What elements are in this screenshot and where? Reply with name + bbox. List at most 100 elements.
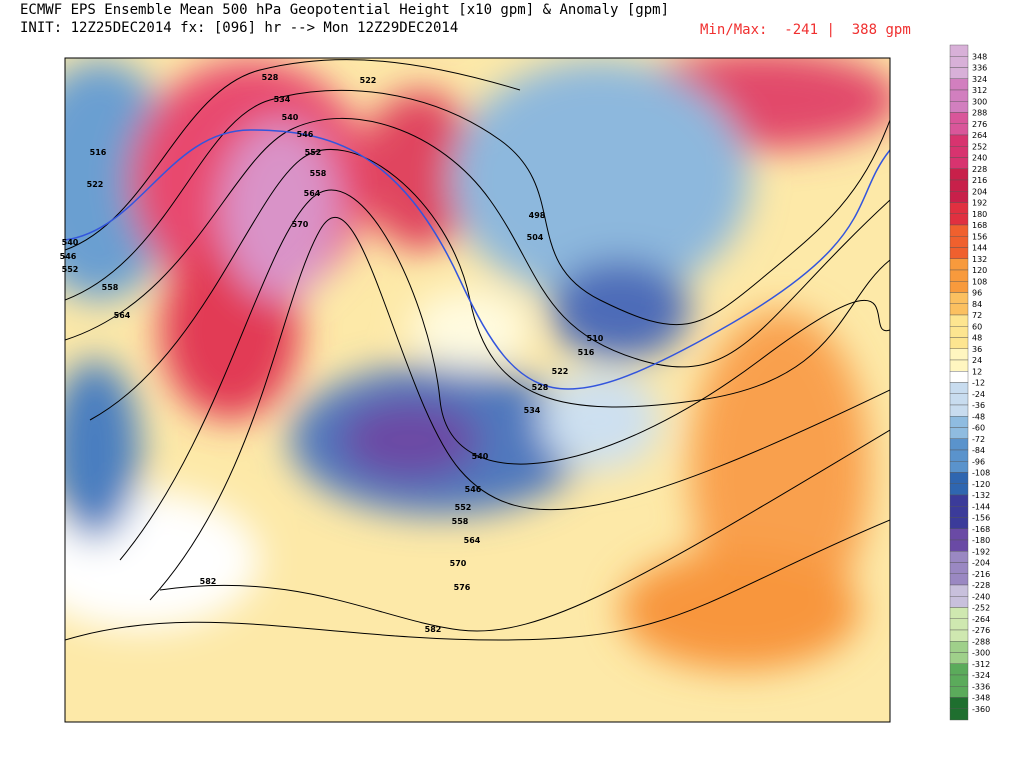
contour-label: 516 — [578, 348, 595, 357]
colorbar-box — [949, 202, 969, 214]
colorbar-label: 168 — [972, 221, 987, 230]
colorbar-box — [949, 427, 969, 439]
colorbar-label: 36 — [972, 345, 982, 354]
colorbar-box — [949, 686, 969, 698]
colorbar-label: 108 — [972, 277, 987, 286]
contour-label: 546 — [465, 485, 482, 494]
contour-label: 558 — [452, 517, 469, 526]
colorbar-label: -348 — [972, 694, 990, 703]
colorbar-box — [949, 348, 969, 361]
colorbar-box — [949, 652, 969, 664]
contour-label: 582 — [425, 625, 442, 634]
contour-label: 564 — [464, 536, 481, 545]
colorbar-label: 120 — [972, 266, 987, 275]
map — [65, 58, 890, 722]
colorbar-label: 348 — [972, 52, 987, 61]
contour-label: 552 — [305, 148, 322, 157]
colorbar-label: 24 — [972, 356, 982, 365]
colorbar-label: 276 — [972, 120, 987, 129]
colorbar-box — [949, 67, 969, 79]
contour-label: 540 — [472, 452, 489, 461]
contour-label: 546 — [297, 130, 314, 139]
colorbar-box — [949, 506, 969, 518]
colorbar-label: 144 — [972, 244, 987, 253]
colorbar-box — [949, 157, 969, 169]
colorbar-label: -168 — [972, 525, 990, 534]
colorbar-box — [949, 562, 969, 574]
colorbar-box — [949, 179, 969, 192]
colorbar-label: -240 — [972, 592, 990, 601]
colorbar-box — [949, 494, 969, 507]
colorbar-label: 96 — [972, 289, 982, 298]
colorbar-label: -96 — [972, 457, 985, 466]
colorbar-label: -252 — [972, 604, 990, 613]
colorbar-box — [949, 281, 969, 293]
contour-label: 540 — [62, 238, 79, 247]
colorbar-box — [949, 292, 969, 304]
map-frame — [64, 57, 891, 723]
colorbar-label: -24 — [972, 390, 985, 399]
contour-label: 540 — [282, 113, 299, 122]
colorbar-label: -192 — [972, 547, 990, 556]
colorbar-box — [949, 269, 969, 282]
colorbar-box — [949, 629, 969, 642]
colorbar-box — [949, 236, 969, 248]
colorbar-label: -288 — [972, 637, 990, 646]
colorbar-label: -300 — [972, 649, 990, 658]
title: ECMWF EPS Ensemble Mean 500 hPa Geopoten… — [20, 2, 670, 18]
colorbar-label: 12 — [972, 367, 982, 376]
colorbar-label: -36 — [972, 401, 985, 410]
colorbar-label: -264 — [972, 615, 990, 624]
colorbar-box — [949, 438, 969, 451]
contour-label: 558 — [102, 283, 119, 292]
colorbar-label: -324 — [972, 671, 990, 680]
colorbar-label: 180 — [972, 210, 987, 219]
contour-label: 522 — [552, 367, 569, 376]
contour-label: 528 — [532, 383, 549, 392]
colorbar-box — [949, 247, 969, 259]
colorbar-box — [949, 78, 969, 91]
colorbar-box — [949, 359, 969, 372]
colorbar-label: 72 — [972, 311, 982, 320]
contour-label: 510 — [587, 334, 604, 343]
colorbar-box — [949, 371, 969, 383]
colorbar-box — [949, 112, 969, 124]
colorbar-box — [949, 168, 969, 181]
contour-label: 528 — [262, 73, 279, 82]
colorbar-label: 300 — [972, 97, 987, 106]
colorbar-box — [949, 449, 969, 462]
contour-label: 552 — [62, 265, 79, 274]
colorbar-box — [949, 303, 969, 316]
colorbar-box — [949, 461, 969, 473]
colorbar-box — [949, 596, 969, 608]
colorbar-box — [949, 539, 969, 552]
colorbar-label: -144 — [972, 502, 990, 511]
colorbar-box — [949, 708, 969, 721]
contour-label: 582 — [200, 577, 217, 586]
contour-label: 534 — [274, 95, 291, 104]
colorbar-label: 156 — [972, 232, 987, 241]
colorbar-label: 84 — [972, 300, 982, 309]
colorbar-label: -312 — [972, 660, 990, 669]
unit: gpm — [885, 22, 911, 38]
colorbar-label: 240 — [972, 154, 987, 163]
contour-label: 570 — [450, 559, 467, 568]
colorbar-label: 324 — [972, 75, 987, 84]
colorbar-label: 216 — [972, 176, 987, 185]
colorbar-box — [949, 393, 969, 406]
colorbar-box — [949, 641, 969, 653]
colorbar-label: -216 — [972, 570, 990, 579]
colorbar-label: 312 — [972, 86, 987, 95]
colorbar-box — [949, 573, 969, 586]
colorbar-label: -108 — [972, 469, 990, 478]
colorbar-box — [949, 314, 969, 327]
min-max-label: Min/Max: — [700, 22, 768, 38]
colorbar-label: -120 — [972, 480, 990, 489]
colorbar-label: -180 — [972, 536, 990, 545]
colorbar-label: -336 — [972, 682, 990, 691]
min-max: Min/Max: -241 | 388 gpm — [700, 22, 911, 38]
colorbar-box — [949, 191, 969, 203]
contour-label: 522 — [87, 180, 104, 189]
colorbar-label: -84 — [972, 446, 985, 455]
